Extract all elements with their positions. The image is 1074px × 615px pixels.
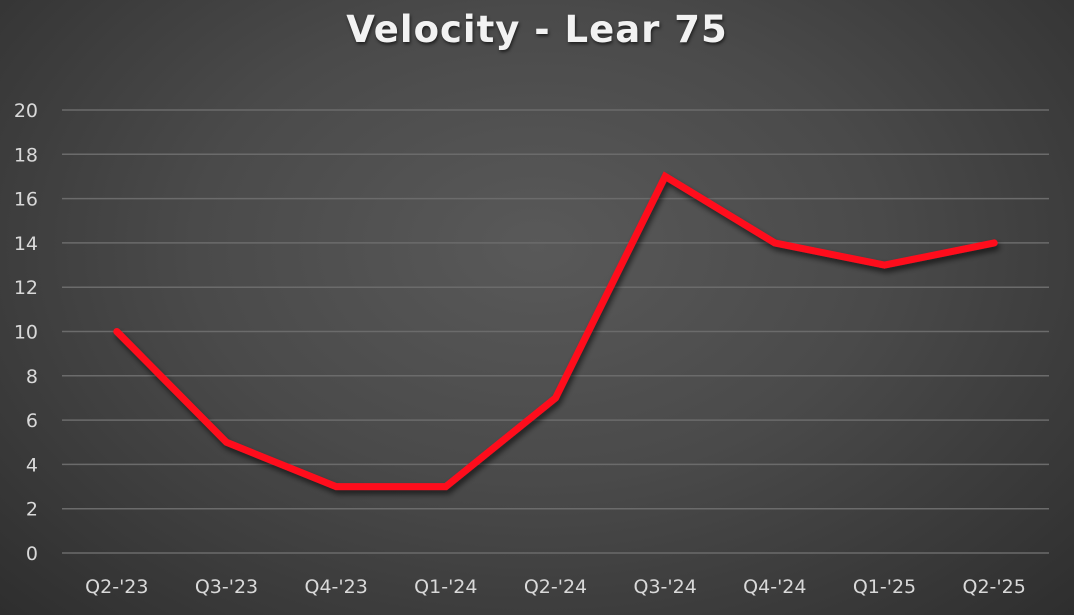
x-tick-label: Q1-'24 <box>414 576 477 598</box>
y-tick-label: 10 <box>14 322 38 344</box>
y-tick-label: 2 <box>26 499 38 521</box>
x-tick-label: Q4-'24 <box>743 576 806 598</box>
x-tick-label: Q2-'25 <box>963 576 1026 598</box>
y-tick-label: 4 <box>26 454 38 476</box>
x-tick-label: Q3-'24 <box>634 576 697 598</box>
y-tick-label: 20 <box>14 100 38 122</box>
x-axis: Q2-'23 Q3-'23 Q4-'23 Q1-'24 Q2-'24 Q3-'24 Q4-'… <box>85 576 1026 598</box>
y-tick-label: 16 <box>14 189 38 211</box>
chart-title: Velocity - Lear 75 <box>346 8 728 51</box>
y-tick-label: 12 <box>14 277 38 299</box>
x-tick-label: Q4-'23 <box>305 576 368 598</box>
y-axis: 0 2 4 6 8 10 12 14 16 18 20 <box>14 100 38 565</box>
y-tick-label: 0 <box>26 543 38 565</box>
y-tick-label: 6 <box>26 410 38 432</box>
x-tick-label: Q2-'23 <box>85 576 148 598</box>
y-tick-label: 18 <box>14 144 38 166</box>
x-tick-label: Q2-'24 <box>524 576 587 598</box>
y-tick-label: 14 <box>14 233 38 255</box>
velocity-series-line <box>113 171 998 491</box>
x-tick-label: Q1-'25 <box>853 576 916 598</box>
y-tick-label: 8 <box>26 366 38 388</box>
x-tick-label: Q3-'23 <box>195 576 258 598</box>
gridlines <box>62 109 1049 554</box>
